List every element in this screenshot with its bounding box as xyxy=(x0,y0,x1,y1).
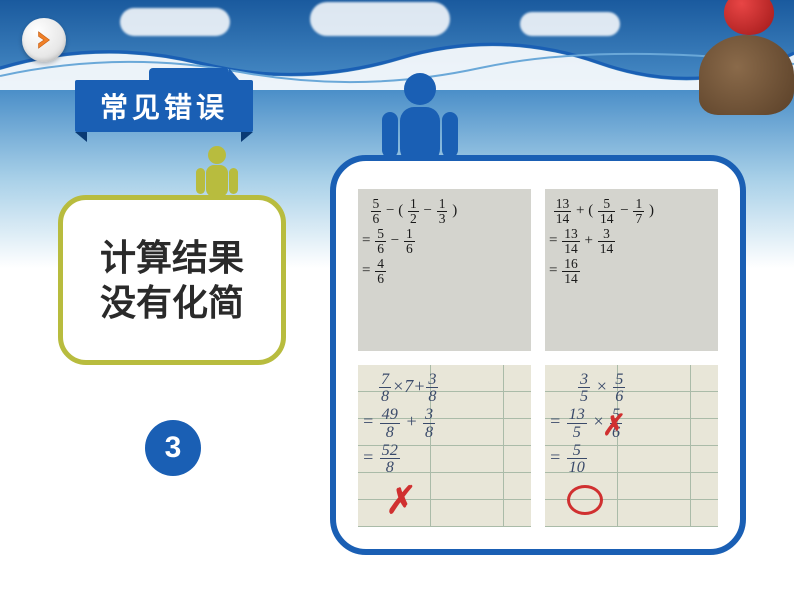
next-arrow-button[interactable] xyxy=(22,18,66,62)
arrow-right-icon xyxy=(33,29,55,51)
left-card-text: 计算结果 没有化简 xyxy=(100,235,244,325)
red-circle-mark xyxy=(567,485,603,515)
banner-title: 常见错误 xyxy=(75,80,253,132)
math-example-1: 56 − ( 12 − 13 ) = 56 − 16 = 46 xyxy=(358,189,531,351)
math-example-4: 35 × 56 = 135 × 56 = 510 ✗ xyxy=(545,365,718,527)
red-x-mark: ✗ xyxy=(381,479,415,523)
head-apple-decor xyxy=(684,0,794,115)
left-line2: 没有化简 xyxy=(100,280,244,325)
examples-card: 56 − ( 12 − 13 ) = 56 − 16 = 46 1314 + (… xyxy=(330,155,746,555)
left-summary-card: 计算结果 没有化简 xyxy=(58,195,286,365)
red-x-mark: ✗ xyxy=(599,410,625,443)
left-line1: 计算结果 xyxy=(100,235,244,280)
section-banner: 常见错误 xyxy=(75,62,253,114)
math-example-3: 78×7+38 = 498 + 38 = 528 ✗ xyxy=(358,365,531,527)
math-example-2: 1314 + ( 514 − 17 ) = 1314 + 314 = 1614 xyxy=(545,189,718,351)
step-number-badge: 3 xyxy=(145,420,201,476)
